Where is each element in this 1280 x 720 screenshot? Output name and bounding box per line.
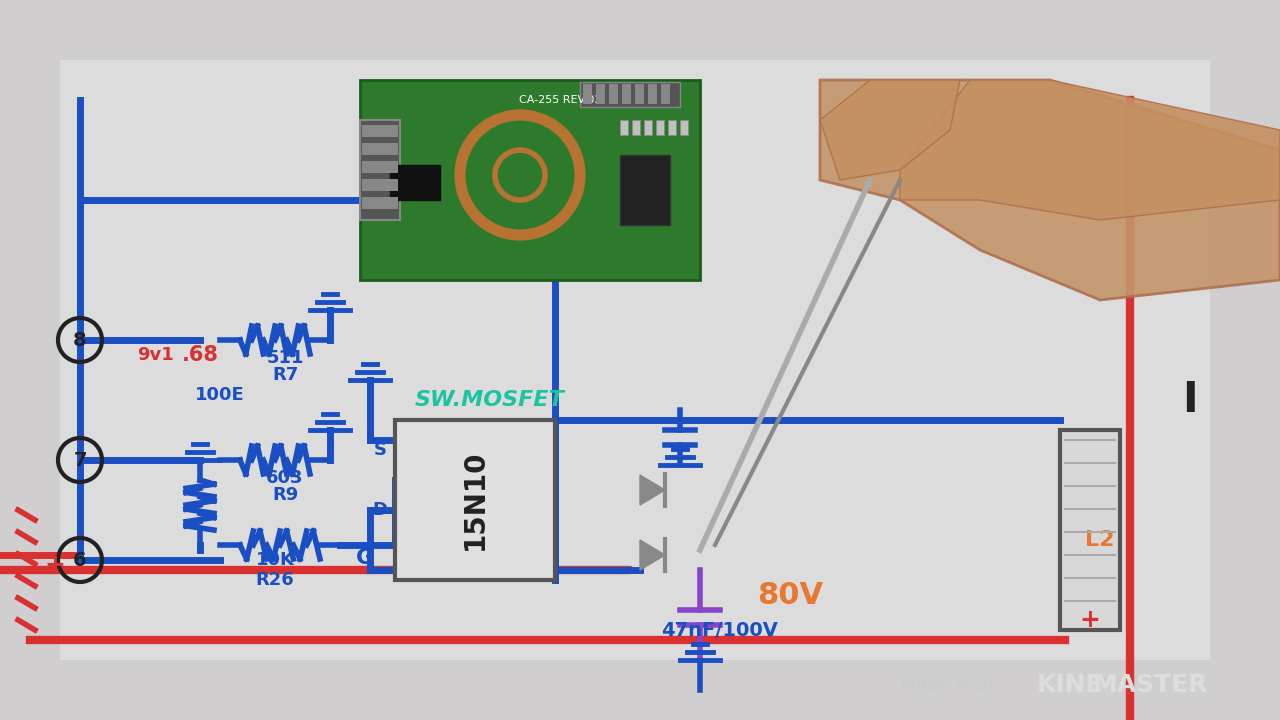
Text: I: I xyxy=(1183,379,1198,421)
Polygon shape xyxy=(820,80,960,180)
Bar xyxy=(668,120,676,135)
Bar xyxy=(582,84,591,104)
Bar xyxy=(596,84,605,104)
Text: 7: 7 xyxy=(73,451,87,469)
Text: D: D xyxy=(372,501,388,519)
Text: MASTER: MASTER xyxy=(1092,673,1208,697)
Text: 47nF/100V: 47nF/100V xyxy=(662,621,778,639)
Circle shape xyxy=(495,150,545,200)
Bar xyxy=(360,120,399,220)
Text: .68: .68 xyxy=(182,345,219,365)
Text: L2: L2 xyxy=(1085,530,1115,550)
Bar xyxy=(396,420,556,580)
Text: S: S xyxy=(374,441,387,459)
Bar xyxy=(362,197,398,209)
Bar xyxy=(648,84,657,104)
Bar xyxy=(622,84,631,104)
Bar xyxy=(609,84,618,104)
Bar xyxy=(644,120,652,135)
Bar xyxy=(1060,430,1120,630)
Bar xyxy=(632,120,640,135)
Polygon shape xyxy=(640,540,666,570)
Polygon shape xyxy=(640,475,666,505)
Text: 603: 603 xyxy=(266,469,303,487)
Bar xyxy=(362,125,398,137)
Bar xyxy=(580,82,680,107)
Text: 100E: 100E xyxy=(195,386,244,404)
Text: 80V: 80V xyxy=(756,580,823,610)
Text: R9: R9 xyxy=(271,486,298,504)
Bar xyxy=(362,161,398,173)
Polygon shape xyxy=(820,80,1280,300)
Bar xyxy=(635,84,644,104)
Text: 511: 511 xyxy=(266,349,303,367)
Text: +: + xyxy=(45,553,65,577)
Text: SW.MOSFET: SW.MOSFET xyxy=(415,390,564,410)
Text: 15N10: 15N10 xyxy=(461,450,489,550)
Text: 8: 8 xyxy=(73,330,87,349)
Bar xyxy=(655,120,664,135)
Text: +: + xyxy=(1079,608,1101,632)
Bar xyxy=(620,120,628,135)
Polygon shape xyxy=(900,80,1280,220)
Text: R26: R26 xyxy=(256,571,294,589)
Bar xyxy=(360,80,700,280)
Text: 9v1: 9v1 xyxy=(137,346,173,364)
Bar xyxy=(620,155,669,225)
Text: G: G xyxy=(356,548,374,568)
Text: CA-255 REV.02: CA-255 REV.02 xyxy=(518,95,602,105)
Text: KINE: KINE xyxy=(1037,673,1103,697)
Bar xyxy=(390,165,440,200)
Bar xyxy=(362,179,398,191)
Bar xyxy=(680,120,689,135)
Bar xyxy=(60,60,1210,660)
Text: R7: R7 xyxy=(271,366,298,384)
Text: 6: 6 xyxy=(73,551,87,570)
Bar xyxy=(660,84,669,104)
Bar xyxy=(362,143,398,155)
Text: Made with: Made with xyxy=(901,676,1000,694)
Text: 10K: 10K xyxy=(256,551,294,569)
